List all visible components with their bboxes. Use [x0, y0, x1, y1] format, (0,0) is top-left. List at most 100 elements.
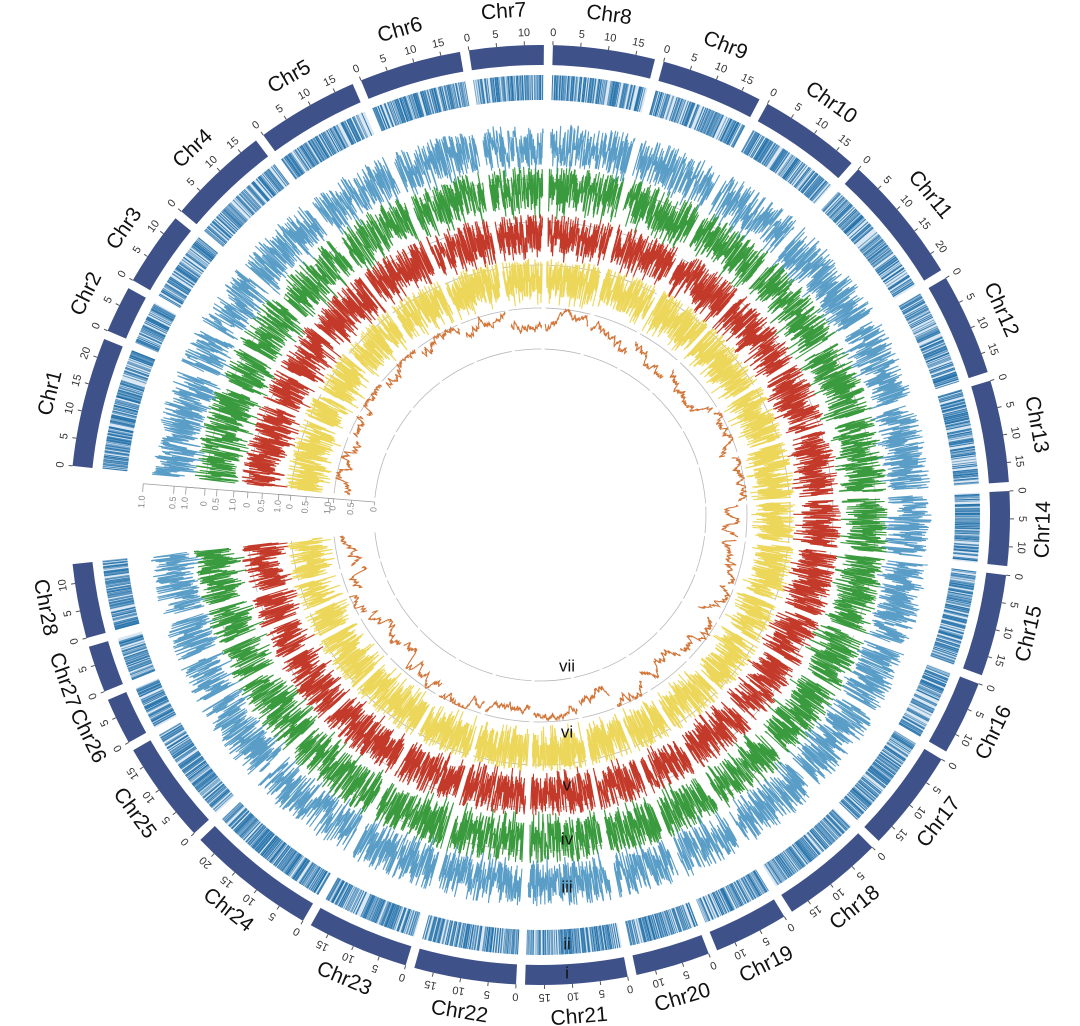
heatmap-stripe: [102, 563, 128, 567]
signal-line-track-iv: [294, 727, 384, 815]
scale-tick-label: 0.5: [345, 502, 356, 515]
signal-line-track-vii: [403, 642, 443, 689]
heatmap-stripe: [343, 886, 356, 909]
heatmap-stripe: [766, 862, 781, 884]
heatmap-stripe: [920, 339, 944, 351]
heatmap-stripe: [361, 112, 373, 136]
ideogram-chr23: [310, 907, 412, 966]
heatmap-stripe: [298, 146, 313, 169]
heatmap-stripe: [829, 199, 848, 219]
heatmap-stripe: [295, 148, 310, 171]
heatmap-stripe: [309, 139, 323, 162]
heatmap-stripe: [938, 392, 963, 400]
heatmap-stripe: [450, 921, 457, 946]
heatmap-stripe: [191, 245, 213, 262]
heatmap-stripe: [252, 181, 270, 202]
heatmap-stripe: [741, 877, 755, 900]
heatmap-stripe: [806, 832, 824, 853]
heatmap-stripe: [367, 896, 378, 921]
heatmap-stripe: [744, 132, 758, 155]
heatmap-stripe: [270, 842, 287, 864]
heatmap-stripe: [878, 260, 900, 276]
heatmap-stripe: [112, 410, 137, 418]
heatmap-stripe: [608, 924, 614, 949]
heatmap-stripe: [840, 211, 860, 230]
heatmap-stripe: [906, 309, 930, 322]
heatmap-stripe: [936, 635, 961, 645]
signal-line-track-v: [266, 618, 316, 658]
heatmap-stripe: [629, 920, 636, 945]
heatmap-stripe: [842, 214, 862, 232]
heatmap-stripe: [186, 252, 208, 269]
heatmap-stripe: [360, 893, 372, 918]
heatmap-stripe: [744, 875, 758, 898]
tick-label: 10: [651, 975, 666, 990]
tick-mark: [260, 131, 264, 136]
heatmap-stripe: [197, 775, 218, 793]
heatmap-stripe: [871, 249, 892, 266]
heatmap-stripe: [900, 720, 923, 734]
heatmap-stripe: [859, 234, 880, 252]
heatmap-stripe: [115, 622, 140, 631]
heatmap-stripe: [918, 685, 942, 697]
heatmap-stripe: [106, 584, 132, 590]
heatmap-stripe: [112, 408, 138, 416]
heatmap-stripe: [577, 928, 581, 954]
heatmap-stripe: [104, 575, 130, 581]
heatmap-stripe: [177, 750, 199, 766]
heatmap-stripe: [604, 924, 610, 950]
heatmap-stripe: [185, 760, 206, 776]
signal-line-track-iv: [194, 388, 262, 484]
tick-label: 10: [958, 732, 974, 748]
heatmap-stripe: [894, 730, 916, 745]
heatmap-stripe: [108, 429, 133, 435]
scale-tick-label: 0: [368, 507, 378, 513]
tick-mark: [766, 99, 770, 104]
heatmap-stripe: [589, 926, 594, 952]
heatmap-stripe: [464, 923, 470, 949]
heatmap-stripe: [899, 720, 922, 735]
heatmap-stripe: [627, 84, 634, 110]
heatmap-stripe: [651, 914, 660, 939]
density-heatmap-ring: [102, 74, 981, 956]
heatmap-stripe: [874, 759, 896, 776]
heatmap-stripe: [727, 122, 740, 146]
heatmap-stripe: [143, 695, 167, 708]
heatmap-stripe: [948, 440, 974, 446]
tick-mark: [75, 610, 81, 613]
tick-mark: [139, 766, 144, 770]
heatmap-stripe: [289, 152, 305, 175]
tick-label: 15: [836, 133, 853, 150]
heatmap-stripe: [924, 348, 948, 359]
scale-tick-label: 0.5: [256, 499, 267, 512]
heatmap-stripe: [288, 153, 304, 175]
heatmap-stripe: [387, 101, 397, 126]
tick-mark: [1001, 602, 1006, 604]
heatmap-stripe: [458, 922, 464, 948]
tick-mark: [129, 277, 134, 281]
tick-mark: [177, 208, 182, 212]
track-baseline: [594, 314, 637, 333]
heatmap-stripe: [221, 801, 241, 820]
tick-label: 10: [830, 885, 847, 902]
heatmap-stripe: [686, 903, 696, 927]
signal-line-track-iii: [842, 640, 905, 711]
heatmap-stripe: [902, 716, 925, 730]
track-baseline: [442, 362, 474, 382]
scale-axis: [328, 497, 375, 503]
heatmap-stripe: [949, 579, 975, 585]
heatmap-stripe: [490, 77, 495, 103]
heatmap-stripe: [490, 927, 495, 953]
heatmap-stripe: [282, 851, 299, 873]
heatmap-stripe: [116, 396, 141, 404]
heatmap-stripe: [922, 676, 946, 687]
heatmap-stripe: [109, 600, 135, 607]
heatmap-stripe: [954, 525, 980, 528]
heatmap-stripe: [438, 918, 445, 944]
heatmap-stripe: [746, 133, 760, 156]
heatmap-stripe: [950, 453, 976, 458]
heatmap-stripe: [702, 110, 714, 134]
tick-label: 15: [985, 342, 1000, 358]
heatmap-stripe: [118, 634, 143, 643]
tick-mark: [216, 167, 221, 172]
